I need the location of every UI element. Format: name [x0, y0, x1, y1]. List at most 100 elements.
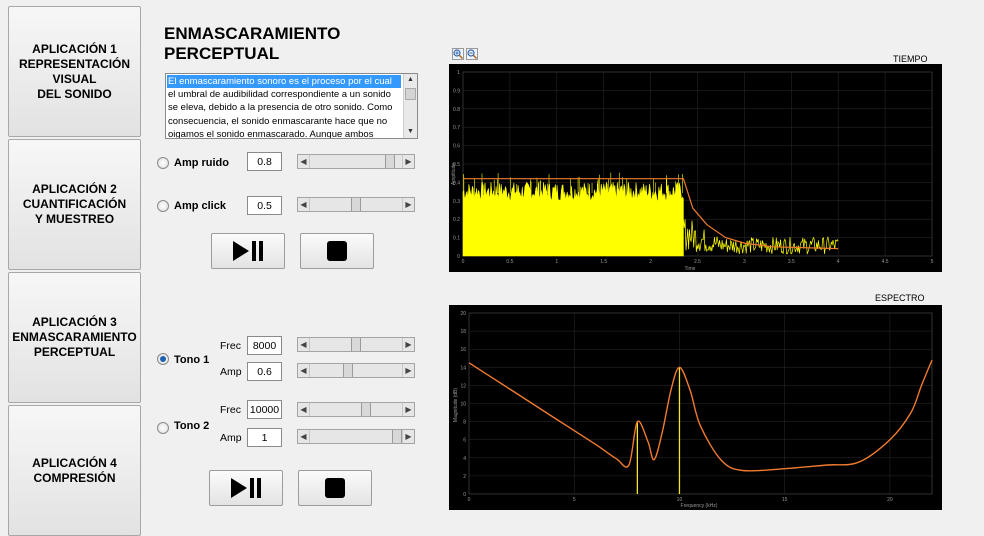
slider-left-arrow-icon[interactable]: ◀: [298, 155, 310, 168]
tono2-amp-slider[interactable]: ◀ ▶: [297, 429, 415, 444]
espectro-caption: ESPECTRO: [875, 293, 925, 303]
play-pause-noise-button[interactable]: [211, 233, 285, 269]
tono1-frec-field[interactable]: 8000: [247, 336, 282, 355]
page-title: ENMASCARAMIENTO PERCEPTUAL: [164, 24, 341, 63]
description-text: El enmascaramiento sonoro es el proceso …: [167, 75, 401, 138]
spectrum-xlabel: Frequency (kHz): [681, 503, 718, 509]
tono2-frec-field[interactable]: 10000: [247, 400, 282, 419]
description-line: el umbral de audibilidad correspondiente…: [168, 89, 391, 101]
time-plot[interactable]: 0 0.5 1 1.5 2 2.5 3 3.5 4 4.5 5 0 0.1 0.2 0.3 0.4 0.5 0.6…: [449, 64, 942, 272]
slider-thumb[interactable]: [360, 403, 371, 416]
spectrum-xtick-label: 15: [782, 497, 788, 503]
tono1-frec-slider[interactable]: ◀ ▶: [297, 337, 415, 352]
tiempo-caption: TIEMPO: [893, 54, 928, 64]
spectrum-ytick-label: 12: [460, 383, 466, 389]
time-noise-burst: [462, 181, 684, 257]
amp-ruido-label: Amp ruido: [174, 157, 229, 169]
stop-noise-button[interactable]: [300, 233, 374, 269]
spectrum-ylabel: Magnitude (dB): [453, 388, 459, 423]
time-ytick-label: 0.7: [453, 125, 460, 131]
time-ytick-label: 0.5: [453, 162, 460, 168]
description-line: consecuencia, el sonido enmascarante hac…: [168, 115, 388, 127]
time-xtick-label: 1.5: [600, 259, 607, 265]
slider-right-arrow-icon[interactable]: ▶: [402, 403, 414, 416]
tono2-frec-slider[interactable]: ◀ ▶: [297, 402, 415, 417]
spectrum-xtick-label: 5: [573, 497, 576, 503]
slider-left-arrow-icon[interactable]: ◀: [298, 338, 310, 351]
slider-thumb[interactable]: [342, 364, 353, 377]
amp-click-field[interactable]: 0.5: [247, 196, 282, 215]
spectrum-xtick-label: 0: [468, 497, 471, 503]
time-ytick-label: 0.3: [453, 199, 460, 205]
stop-tone-button[interactable]: [298, 470, 372, 506]
scroll-down-icon[interactable]: ▼: [407, 128, 414, 135]
time-signal: [462, 172, 839, 257]
slider-right-arrow-icon[interactable]: ▶: [402, 430, 414, 443]
amp-click-slider[interactable]: ◀ ▶: [297, 197, 415, 212]
spectrum-ytick-label: 6: [463, 438, 466, 444]
slider-thumb[interactable]: [385, 155, 396, 168]
time-ytick-label: 0: [457, 254, 460, 260]
spectrum-ytick-label: 4: [463, 456, 466, 462]
spectrum-ytick-label: 20: [460, 311, 466, 317]
nav-app3-label: APLICACIÓN 3 ENMASCARAMIENTO PERCEPTUAL: [12, 315, 137, 359]
slider-thumb[interactable]: [351, 338, 361, 351]
time-ytick-label: 0.2: [453, 217, 460, 223]
time-xtick-label: 3.5: [788, 259, 795, 265]
time-xtick-label: 3: [743, 259, 746, 265]
zoom-in-icon[interactable]: [452, 48, 464, 60]
description-listbox[interactable]: El enmascaramiento sonoro es el proceso …: [165, 73, 418, 139]
nav-app1-button[interactable]: APLICACIÓN 1 REPRESENTACIÓN VISUAL DEL S…: [8, 6, 141, 137]
time-xtick-label: 5: [931, 259, 934, 265]
time-ytick-label: 1: [457, 70, 460, 76]
scroll-up-icon[interactable]: ▲: [407, 76, 414, 83]
slider-right-arrow-icon[interactable]: ▶: [402, 364, 414, 377]
spectrum-plot[interactable]: 0 5 10 15 20 0 2 4 6 8 10 12 14 16 18 20 Frequency (kHz…: [449, 305, 942, 510]
nav-app3-button[interactable]: APLICACIÓN 3 ENMASCARAMIENTO PERCEPTUAL: [8, 272, 141, 403]
spectrum-ytick-label: 2: [463, 474, 466, 480]
amp-click-radio[interactable]: [157, 200, 169, 212]
time-xtick-label: 1: [555, 259, 558, 265]
time-ytick-label: 0.9: [453, 88, 460, 94]
play-pause-tone-button[interactable]: [209, 470, 283, 506]
time-xtick-label: 2.5: [694, 259, 701, 265]
play-pause-icon: [233, 241, 263, 261]
slider-right-arrow-icon[interactable]: ▶: [402, 198, 414, 211]
slider-right-arrow-icon[interactable]: ▶: [402, 155, 414, 168]
spectrum-signal: [468, 359, 933, 494]
zoom-out-icon[interactable]: [466, 48, 478, 60]
nav-app4-button[interactable]: APLICACIÓN 4 COMPRESIÓN: [8, 405, 141, 536]
description-scrollbar[interactable]: ▲ ▼: [403, 74, 417, 138]
tono2-amp-field[interactable]: 1: [247, 428, 282, 447]
spectrum-ytick-label: 16: [460, 347, 466, 353]
slider-left-arrow-icon[interactable]: ◀: [298, 198, 310, 211]
tono2-frec-label: Frec: [220, 404, 241, 416]
slider-thumb[interactable]: [351, 198, 361, 211]
spectrum-ytick-label: 0: [463, 492, 466, 498]
tono2-amp-label: Amp: [220, 432, 242, 444]
slider-right-arrow-icon[interactable]: ▶: [402, 338, 414, 351]
tono2-radio[interactable]: [157, 422, 169, 434]
spectrum-xtick-label: 10: [677, 497, 683, 503]
tono1-frec-label: Frec: [220, 340, 241, 352]
time-xtick-label: 2: [649, 259, 652, 265]
tono1-amp-slider[interactable]: ◀ ▶: [297, 363, 415, 378]
nav-app1-label: APLICACIÓN 1 REPRESENTACIÓN VISUAL DEL S…: [18, 41, 131, 101]
slider-left-arrow-icon[interactable]: ◀: [298, 403, 310, 416]
time-xtick-label: 0: [462, 259, 465, 265]
tono1-amp-field[interactable]: 0.6: [247, 362, 282, 381]
scroll-thumb[interactable]: [405, 88, 416, 100]
tono2-label: Tono 2: [174, 420, 210, 432]
description-line: El enmascaramiento sonoro es el proceso …: [167, 75, 401, 89]
slider-left-arrow-icon[interactable]: ◀: [298, 364, 310, 377]
amp-ruido-field[interactable]: 0.8: [247, 152, 282, 171]
tono1-radio[interactable]: [157, 353, 169, 365]
time-envelope-line: [463, 178, 839, 250]
spectrum-grid: [468, 312, 933, 495]
play-pause-icon: [231, 478, 261, 498]
slider-thumb[interactable]: [392, 430, 402, 443]
amp-ruido-slider[interactable]: ◀ ▶: [297, 154, 415, 169]
nav-app2-button[interactable]: APLICACIÓN 2 CUANTIFICACIÓN Y MUESTREO: [8, 139, 141, 270]
amp-ruido-radio[interactable]: [157, 157, 169, 169]
slider-left-arrow-icon[interactable]: ◀: [298, 430, 310, 443]
